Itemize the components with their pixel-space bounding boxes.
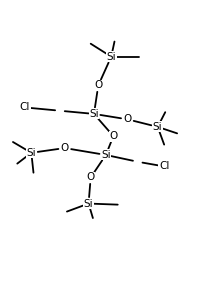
Text: O: O [123,114,132,124]
Text: Si: Si [106,52,116,62]
Text: Cl: Cl [20,103,30,112]
Text: O: O [94,80,102,90]
Text: Si: Si [84,199,93,208]
Text: Si: Si [27,148,36,158]
Text: Cl: Cl [159,161,169,172]
Text: Si: Si [153,122,162,132]
Text: O: O [61,143,69,153]
Text: O: O [109,131,118,141]
Text: Si: Si [89,109,99,119]
Text: Si: Si [101,150,111,160]
Text: O: O [87,172,95,182]
